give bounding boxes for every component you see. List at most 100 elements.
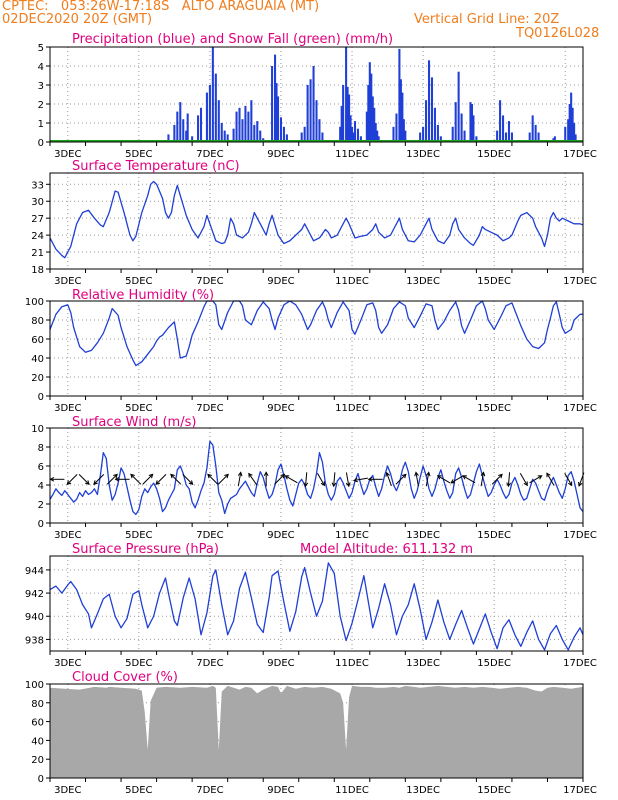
cloud-cover-area <box>50 685 583 778</box>
precip-bar <box>504 132 508 142</box>
precip-panel <box>46 46 584 146</box>
wind-xtick-label: 11DEC <box>335 530 369 541</box>
precip-bar <box>499 100 502 142</box>
precip-bar <box>275 83 278 142</box>
wind-arrow-head <box>224 473 229 479</box>
wind-arrow-head <box>237 471 243 477</box>
cloud-xtick-label: 15DEC <box>477 785 511 796</box>
precip-bar <box>339 126 342 142</box>
precip-bar <box>250 100 253 142</box>
wind-arrow-shaft <box>395 473 407 485</box>
wind-arrow <box>303 472 309 488</box>
humidity-xtick-label: 7DEC <box>196 403 223 414</box>
precip-bar <box>182 119 185 142</box>
precip-xtick-label: 17DEC <box>563 149 597 160</box>
wind-ytick-label: 8 <box>38 443 44 454</box>
cloud-title: Cloud Cover (%) <box>72 670 178 685</box>
wind-arrow-head <box>303 482 309 488</box>
precip-bar <box>371 96 374 142</box>
temp-ytick-label: 24 <box>31 231 44 242</box>
precip-bar <box>309 79 312 142</box>
precip-bar <box>422 126 425 142</box>
pressure-xtick-label: 13DEC <box>406 658 440 669</box>
precip-xtick-label: 7DEC <box>196 149 223 160</box>
precip-bar <box>226 134 229 142</box>
wind-arrow-shaft <box>564 472 573 486</box>
wind-arrow-head <box>130 473 135 479</box>
temp-ytick-label: 18 <box>31 265 44 276</box>
grid-note-header: Vertical Grid Line: 20Z <box>414 12 560 27</box>
wind-arrow-shaft <box>450 475 464 484</box>
precip-bar <box>191 136 194 142</box>
precip-bar <box>318 119 321 142</box>
humidity-xtick-label: 15DEC <box>477 403 511 414</box>
wind-arrow <box>237 471 243 487</box>
precip-bar <box>463 130 466 142</box>
precip-bar <box>454 102 457 142</box>
precip-bar <box>349 115 352 142</box>
temp-xtick-label: 11DEC <box>335 276 369 287</box>
precip-bar <box>276 96 280 142</box>
precip-bar <box>470 104 473 142</box>
precip-bar <box>370 73 373 142</box>
cloud-ytick-label: 40 <box>31 736 44 747</box>
wind-ytick-label: 2 <box>38 500 44 511</box>
wind-arrow-head <box>280 473 286 479</box>
wind-arrow <box>284 475 298 484</box>
temp-ytick-label: 30 <box>31 197 44 208</box>
wind-arrow <box>395 473 407 485</box>
wind-arrow <box>317 472 325 487</box>
wind-arrow-shaft <box>285 475 298 484</box>
precip-bar <box>197 115 200 142</box>
precip-xtick-label: 13DEC <box>406 149 440 160</box>
precip-bar <box>321 132 324 142</box>
wind-arrow-head <box>367 476 373 482</box>
wind-arrow <box>546 472 555 486</box>
precip-xtick-label: 15DEC <box>477 149 511 160</box>
precip-bar <box>300 132 303 142</box>
wind-arrow <box>106 473 118 485</box>
precip-bar <box>359 136 362 142</box>
cloud-ytick-label: 0 <box>38 774 44 785</box>
precip-bar <box>185 130 188 142</box>
precip-bar <box>419 132 422 142</box>
wind-arrow <box>491 473 503 485</box>
wind-arrow <box>480 471 486 487</box>
precip-bar <box>457 71 460 142</box>
wind-arrow-head <box>284 475 290 480</box>
cloud-xtick-label: 7DEC <box>196 785 223 796</box>
precip-bar <box>176 111 179 142</box>
cloud-ytick-label: 100 <box>25 680 44 691</box>
cloud-panel <box>46 683 584 782</box>
wind-arrow-shaft <box>437 475 451 484</box>
pressure-ytick-label: 940 <box>25 612 44 623</box>
run-id-header: TQ0126L028 <box>516 26 600 41</box>
pressure-panel <box>46 555 584 655</box>
wind-ytick-label: 6 <box>38 462 44 473</box>
precip-bar <box>205 92 208 142</box>
humidity-ytick-label: 40 <box>31 354 44 365</box>
precip-bar <box>345 47 348 142</box>
pressure-xtick-label: 17DEC <box>563 658 597 669</box>
humidity-xtick-label: 5DEC <box>125 403 152 414</box>
precip-bar <box>395 113 398 142</box>
cloud-xtick-label: 17DEC <box>563 785 597 796</box>
wind-arrow-head <box>155 480 161 485</box>
temp-panel <box>46 172 584 273</box>
precip-bar <box>217 100 220 142</box>
wind-xtick-label: 13DEC <box>406 530 440 541</box>
precip-bar <box>167 134 170 142</box>
precip-bar <box>285 134 288 142</box>
wind-arrow-head <box>263 471 269 477</box>
wind-arrow-head <box>320 481 325 487</box>
precip-ytick-label: 5 <box>38 43 44 54</box>
wind-arrow-shaft <box>78 473 90 485</box>
humidity-title: Relative Humidity (%) <box>72 288 214 303</box>
precip-ytick-label: 0 <box>38 138 44 149</box>
temp-xtick-label: 17DEC <box>563 276 597 287</box>
wind-arrow-shaft <box>333 472 336 487</box>
precip-bar <box>398 48 401 142</box>
wind-arrow-shaft <box>155 473 167 485</box>
humidity-xtick-label: 9DEC <box>267 403 294 414</box>
precip-bar <box>211 47 214 142</box>
